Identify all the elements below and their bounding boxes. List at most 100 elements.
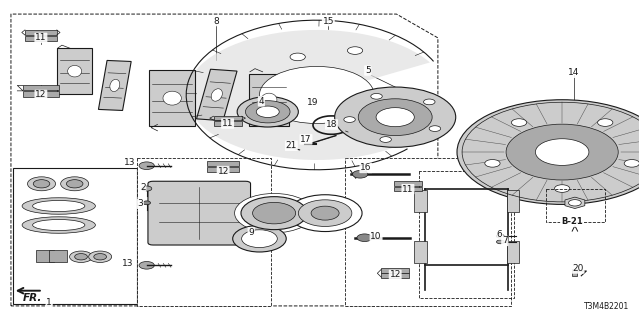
Circle shape [371, 93, 382, 99]
Ellipse shape [22, 198, 95, 214]
Text: 12: 12 [218, 167, 229, 176]
Circle shape [233, 225, 286, 252]
Circle shape [259, 67, 374, 124]
Text: 21: 21 [285, 141, 297, 150]
Bar [214, 116, 242, 120]
Circle shape [241, 196, 307, 230]
Text: 13: 13 [124, 158, 136, 167]
Text: 5: 5 [365, 66, 371, 75]
Circle shape [376, 108, 414, 127]
Bar [507, 241, 520, 263]
Text: 8: 8 [213, 17, 219, 26]
Text: 18: 18 [326, 120, 337, 129]
Polygon shape [99, 60, 131, 110]
Text: 12: 12 [35, 91, 47, 100]
Polygon shape [149, 70, 195, 126]
Circle shape [380, 137, 392, 142]
Bar [414, 241, 427, 263]
Bar [207, 167, 239, 172]
Circle shape [624, 160, 639, 167]
Circle shape [242, 230, 277, 248]
Text: 4: 4 [259, 97, 264, 106]
Bar [23, 91, 59, 97]
Circle shape [89, 251, 111, 262]
Circle shape [246, 101, 290, 123]
Circle shape [598, 119, 613, 126]
Circle shape [253, 203, 296, 224]
Circle shape [358, 99, 432, 136]
Ellipse shape [261, 93, 277, 106]
Text: 14: 14 [568, 68, 579, 77]
Circle shape [497, 234, 504, 238]
FancyBboxPatch shape [148, 181, 250, 245]
Ellipse shape [110, 79, 120, 92]
Text: 12: 12 [390, 270, 401, 279]
Text: 10: 10 [371, 232, 382, 241]
Text: 11: 11 [35, 33, 47, 42]
Circle shape [235, 194, 314, 233]
Ellipse shape [33, 200, 85, 212]
Bar [137, 158, 271, 306]
Circle shape [75, 253, 88, 260]
Circle shape [311, 206, 339, 220]
Circle shape [28, 177, 56, 191]
Text: 1: 1 [46, 298, 52, 307]
Circle shape [335, 87, 456, 147]
Bar [13, 168, 137, 304]
Text: 3: 3 [138, 199, 143, 208]
Ellipse shape [22, 217, 95, 233]
Circle shape [457, 100, 640, 204]
Text: 15: 15 [323, 17, 334, 26]
Bar [23, 84, 59, 90]
Circle shape [298, 200, 352, 227]
Polygon shape [196, 69, 237, 121]
Text: 19: 19 [307, 98, 318, 107]
Bar [414, 190, 427, 212]
Circle shape [141, 186, 152, 191]
Circle shape [424, 99, 435, 105]
Circle shape [353, 171, 368, 178]
Text: 16: 16 [360, 164, 372, 172]
Bar [25, 30, 57, 35]
Circle shape [143, 201, 150, 205]
Text: FR.: FR. [22, 293, 42, 303]
Text: 11: 11 [402, 185, 413, 194]
Text: B-21: B-21 [561, 217, 582, 226]
Circle shape [429, 126, 441, 132]
Text: T3M4B2201: T3M4B2201 [584, 302, 629, 311]
Bar [381, 268, 409, 273]
Text: 6: 6 [497, 230, 502, 239]
Text: 7: 7 [502, 236, 508, 245]
Wedge shape [186, 30, 430, 160]
Text: 17: 17 [300, 135, 312, 144]
Circle shape [348, 47, 363, 54]
Text: 13: 13 [122, 259, 133, 268]
Circle shape [70, 251, 93, 262]
Circle shape [536, 139, 589, 165]
Text: 20: 20 [572, 264, 584, 273]
Circle shape [237, 97, 298, 127]
Circle shape [61, 177, 89, 191]
Bar [346, 158, 511, 306]
Bar [546, 188, 605, 222]
Polygon shape [249, 74, 289, 126]
Circle shape [506, 124, 618, 180]
Ellipse shape [33, 220, 85, 231]
Circle shape [357, 234, 372, 242]
Bar [36, 251, 54, 262]
Circle shape [290, 53, 305, 61]
Circle shape [554, 185, 570, 192]
Bar [381, 273, 409, 278]
Ellipse shape [211, 89, 222, 101]
Circle shape [256, 106, 279, 117]
Polygon shape [57, 48, 92, 94]
Circle shape [288, 195, 362, 232]
Bar [214, 121, 242, 126]
Circle shape [139, 162, 154, 170]
Circle shape [485, 160, 500, 167]
Bar [572, 269, 577, 276]
Circle shape [33, 180, 50, 188]
Text: 9: 9 [248, 228, 254, 237]
Ellipse shape [163, 91, 181, 105]
Bar [25, 36, 57, 41]
